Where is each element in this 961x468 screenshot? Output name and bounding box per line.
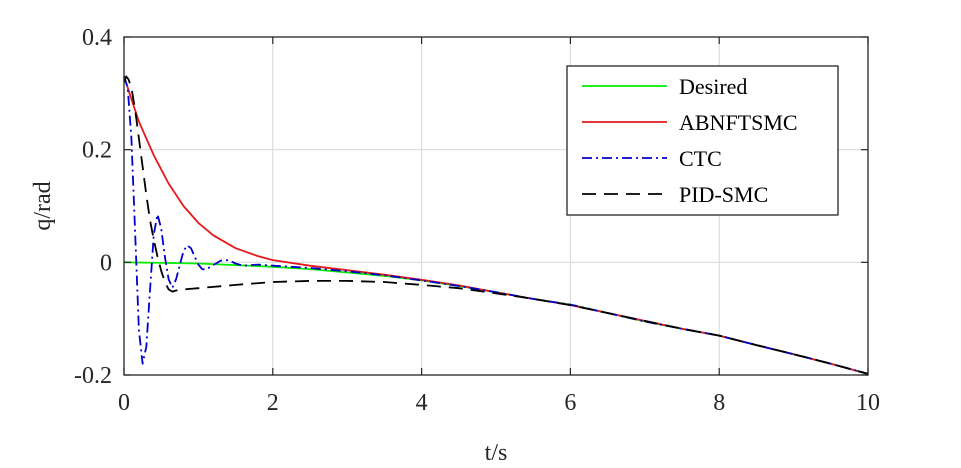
y-tick-label: 0 (100, 250, 112, 276)
y-axis-label: q/rad (30, 181, 56, 230)
y-tick-label: 0.2 (82, 138, 112, 164)
x-tick-label: 4 (416, 390, 428, 416)
legend: Desired ABNFTSMC CTC PID-SMC (566, 65, 839, 216)
plot-frame (123, 36, 869, 376)
x-axis-label: t/s (485, 440, 508, 466)
x-tick-label: 2 (267, 390, 279, 416)
x-tick-label: 6 (564, 390, 576, 416)
plot-area (123, 75, 869, 375)
y-tick-label: -0.2 (74, 363, 112, 389)
legend-label-desired: Desired (679, 74, 747, 99)
series-line-pid-smc (123, 75, 869, 375)
legend-label-abnftsmc: ABNFTSMC (679, 110, 798, 135)
legend-label-pid-smc: PID-SMC (679, 182, 768, 207)
legend-label-ctc: CTC (679, 146, 722, 171)
x-tick-label: 0 (118, 390, 130, 416)
legend-box (566, 65, 839, 216)
x-tick-label: 10 (856, 390, 880, 416)
y-tick-label: 0.4 (82, 25, 112, 51)
axis-ticks: 0 2 4 6 8 10-0.200.20.4 (74, 25, 880, 416)
x-tick-label: 8 (713, 390, 725, 416)
